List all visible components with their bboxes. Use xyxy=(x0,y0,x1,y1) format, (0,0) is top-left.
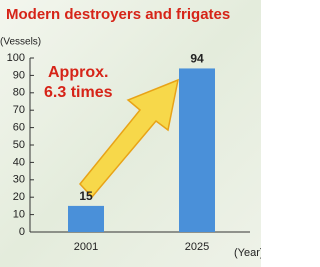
bar xyxy=(68,206,104,232)
x-tick-label: 2025 xyxy=(185,241,209,253)
chart: Modern destroyers and frigates (Vessels)… xyxy=(0,0,261,267)
x-axis-label: (Year) xyxy=(234,247,261,259)
y-tick-label: 20 xyxy=(13,191,25,203)
y-tick-label: 0 xyxy=(19,226,25,238)
y-tick-label: 50 xyxy=(13,139,25,151)
chart-title: Modern destroyers and frigates xyxy=(6,6,230,23)
y-tick-label: 30 xyxy=(13,174,25,186)
value-label: 15 xyxy=(79,189,93,203)
annotation: Approx. xyxy=(48,64,108,81)
bar xyxy=(179,68,215,232)
annotation: 6.3 times xyxy=(44,84,113,101)
y-tick-label: 70 xyxy=(13,104,25,116)
y-tick-label: 90 xyxy=(13,69,25,81)
value-label: 94 xyxy=(190,52,204,66)
y-axis-label: (Vessels) xyxy=(0,37,41,48)
y-tick-label: 60 xyxy=(13,122,25,134)
y-tick-label: 40 xyxy=(13,156,25,168)
y-tick-label: 80 xyxy=(13,87,25,99)
y-tick-label: 10 xyxy=(13,209,25,221)
x-tick-label: 2001 xyxy=(74,241,98,253)
y-tick-label: 100 xyxy=(7,52,25,64)
